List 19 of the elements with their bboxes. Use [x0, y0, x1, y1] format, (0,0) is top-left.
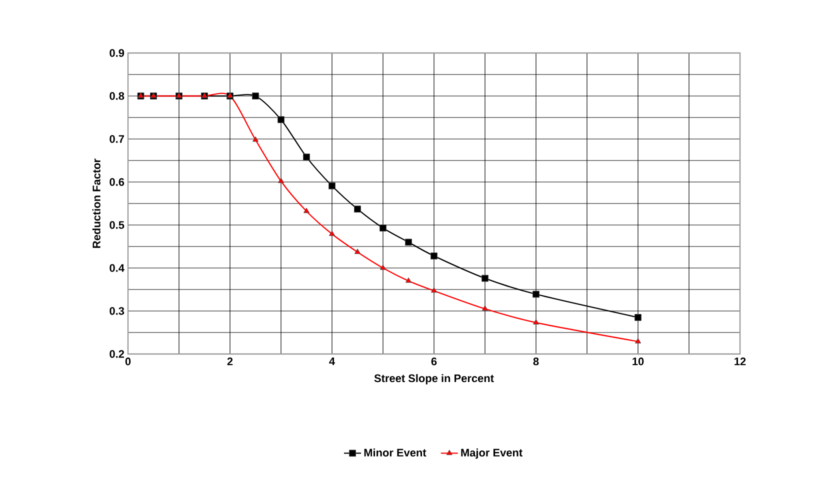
y-tick-label: 0.5 [110, 221, 124, 229]
y-tick-label: 0.6 [110, 178, 124, 186]
y-tick-label: 0.2 [110, 350, 124, 358]
y-tick-label: 0.8 [110, 92, 124, 100]
y-tick-label: 0.9 [110, 49, 124, 57]
legend-label: Minor Event [364, 448, 426, 457]
y-axis-title: Reduction Factor [92, 158, 100, 248]
x-tick-label: 8 [533, 358, 539, 366]
y-tick-label: 0.4 [110, 264, 124, 272]
y-tick-label: 0.7 [110, 135, 124, 143]
x-axis-title: Street Slope in Percent [374, 374, 494, 384]
x-tick-label: 0 [125, 358, 131, 366]
x-tick-label: 4 [329, 358, 335, 366]
legend-label: Major Event [461, 448, 522, 459]
x-tick-label: 2 [227, 358, 233, 366]
x-tick-label: 10 [632, 358, 644, 366]
x-tick-label: 6 [431, 358, 437, 366]
y-tick-label: 0.3 [110, 307, 124, 315]
x-tick-label: 12 [734, 358, 746, 366]
